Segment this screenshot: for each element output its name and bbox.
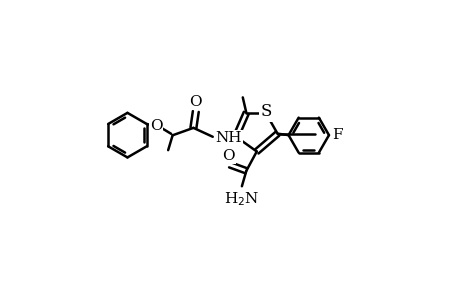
Text: O: O: [150, 119, 162, 134]
Text: H$_2$N: H$_2$N: [224, 190, 259, 208]
Text: F: F: [331, 128, 341, 142]
Text: O: O: [222, 149, 234, 164]
Text: O: O: [189, 95, 202, 109]
Text: NH: NH: [215, 131, 242, 145]
Text: S: S: [260, 103, 271, 121]
